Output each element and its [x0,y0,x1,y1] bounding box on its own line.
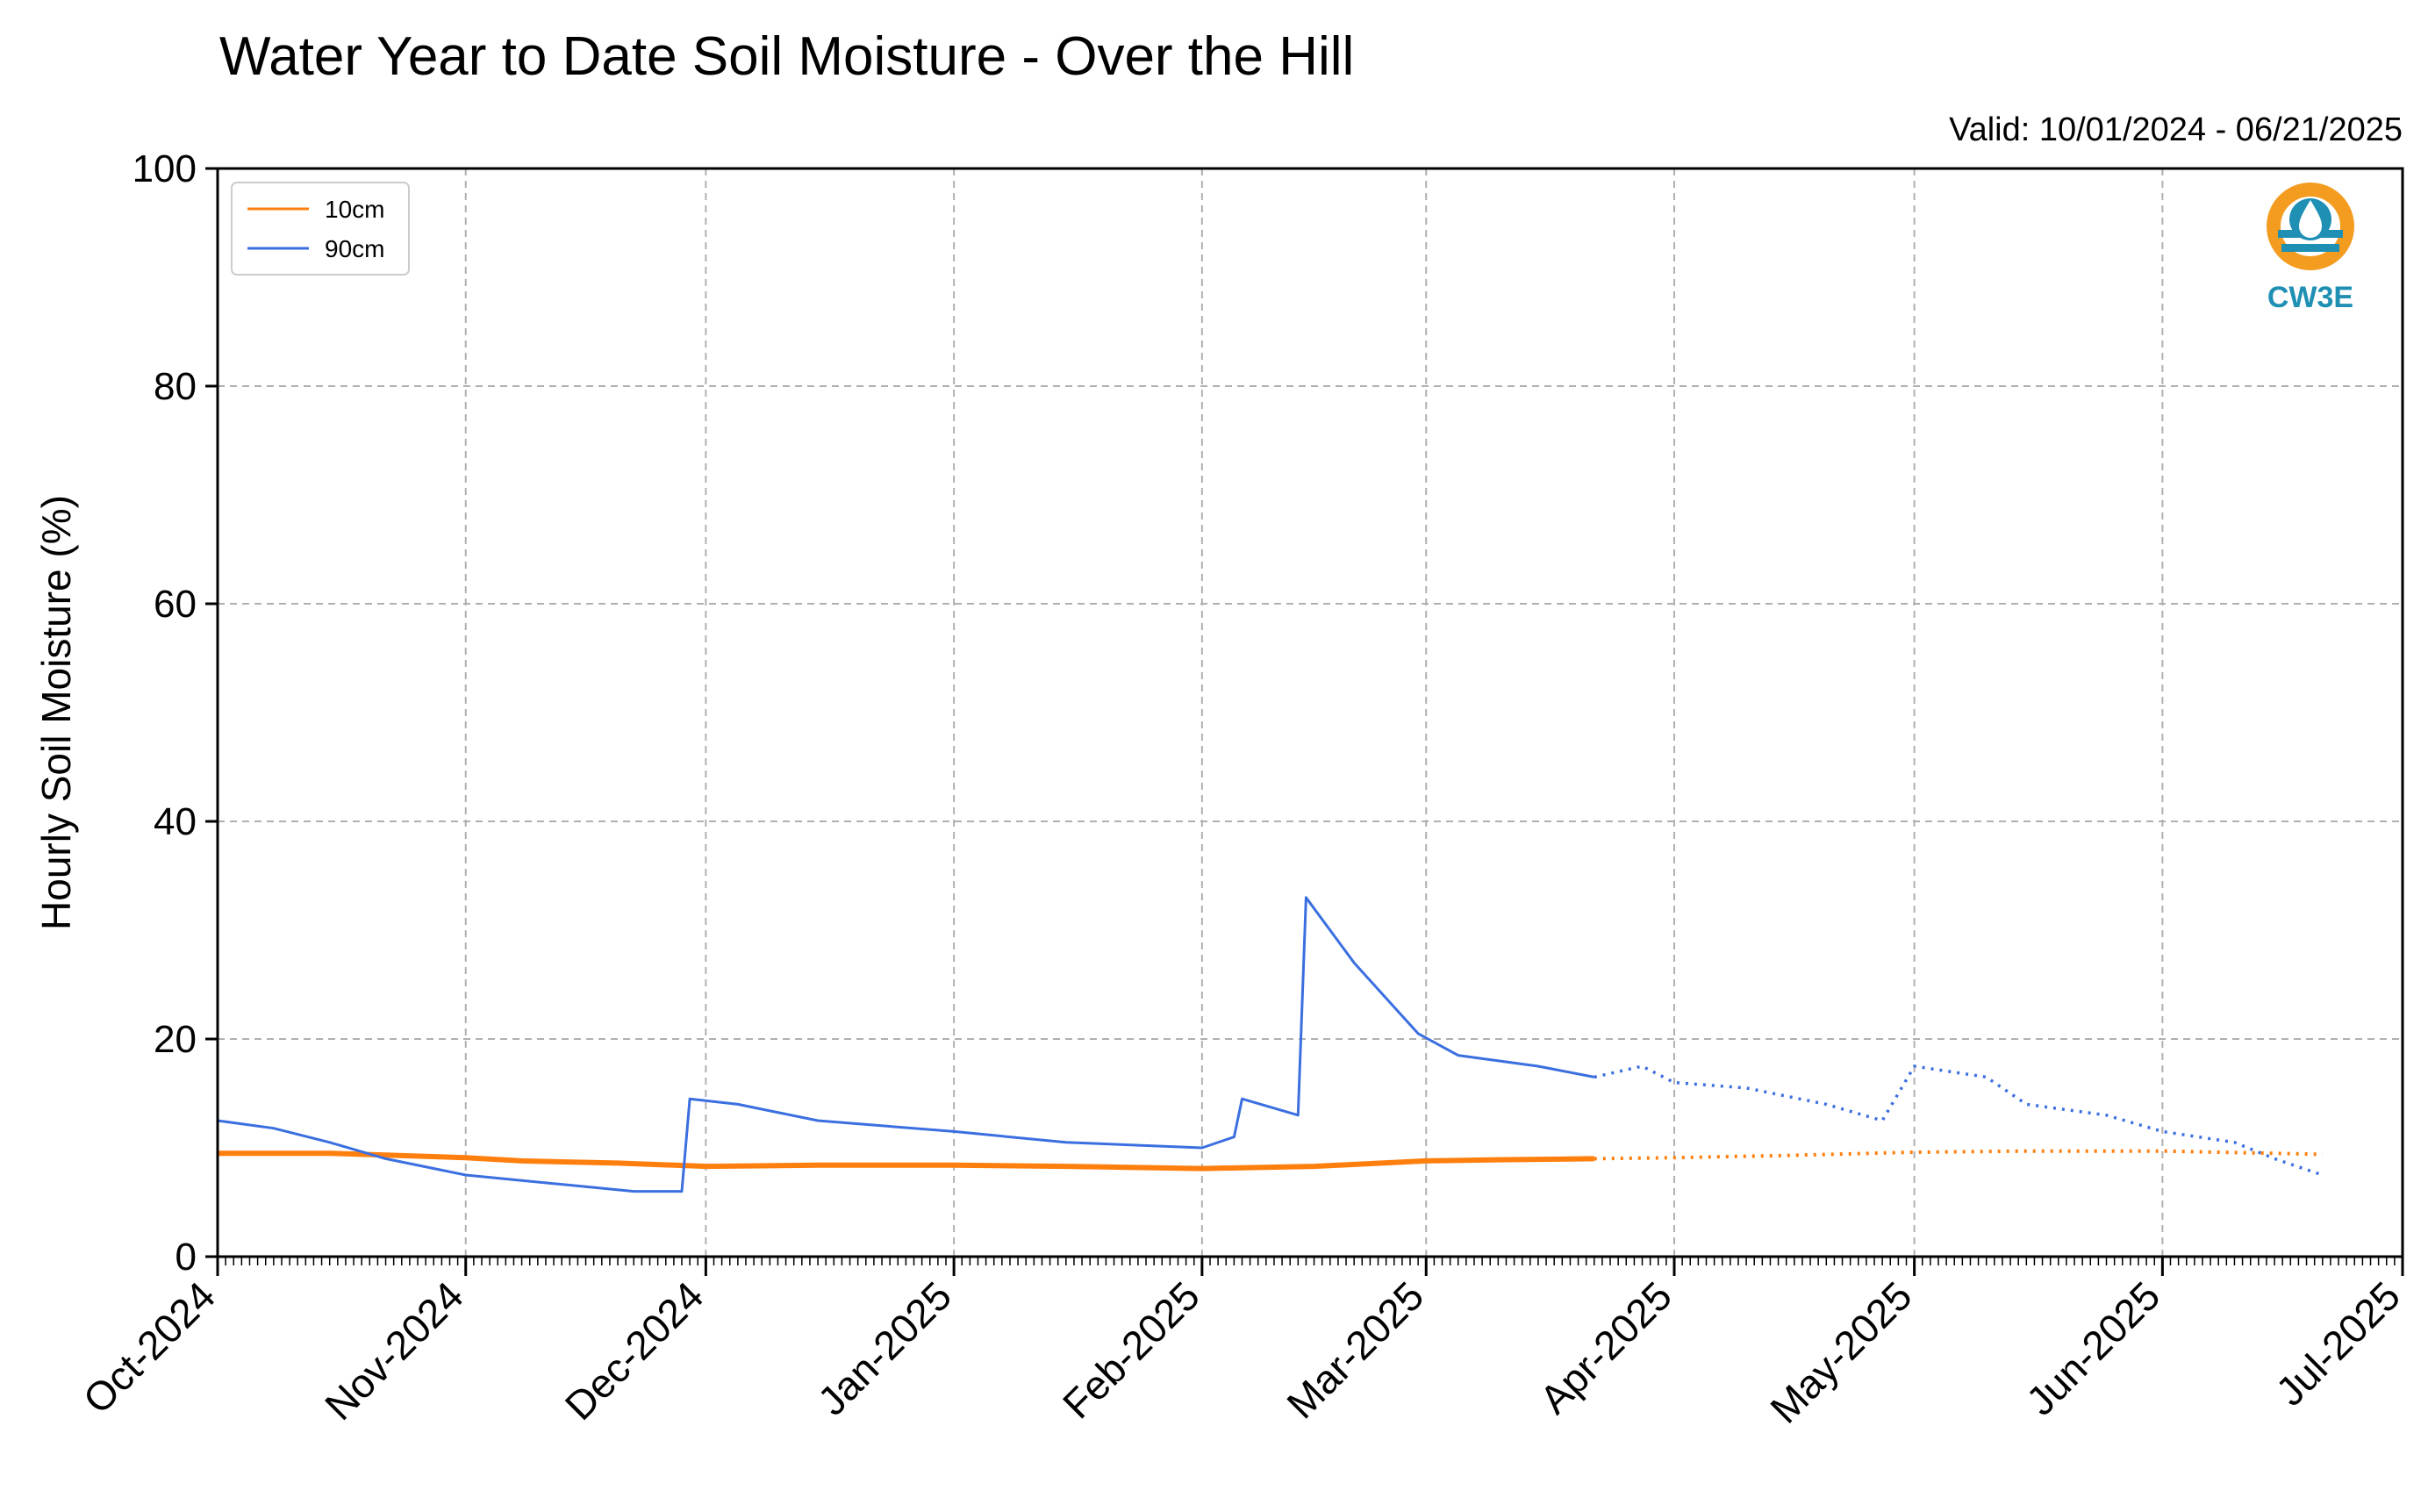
axes: 0 20 40 60 80 100 Oct-2024 Nov-2024 Dec-2024 Jan-… [75,147,2410,1432]
y-tick-label: 60 [154,583,197,626]
logo-text: CW3E [2267,281,2353,314]
legend-label-90cm: 90cm [325,235,384,262]
legend-label-10cm: 10cm [325,196,384,223]
legend-box [231,182,410,276]
y-axis-label: Hourly Soil Moisture (%) [33,495,79,930]
y-tick-label: 100 [133,147,197,190]
y-tick-label: 40 [154,800,197,843]
y-tick-label: 20 [154,1018,197,1061]
series-lines [217,896,2324,1193]
logo-wave-icon [2281,244,2339,252]
plot-frame [216,167,2404,1258]
series-line-10cm [218,1150,1594,1172]
y-tick-label: 80 [154,365,197,408]
y-tick-label: 0 [175,1236,197,1279]
grid-lines [218,168,2403,1257]
x-tick-label: Jul-2025 [2267,1272,2410,1415]
x-tick-label: Jun-2025 [2017,1272,2168,1423]
x-tick-label: Apr-2025 [1530,1272,1680,1422]
minor-x-ticks [217,1257,2403,1265]
series-line-10cm-sparse [1594,1149,2323,1161]
logo-ring-icon [2267,183,2354,270]
x-tick-label: Dec-2024 [556,1272,713,1429]
chart-title: Water Year to Date Soil Moisture - Over … [219,26,1354,87]
x-tick-label: Jan-2025 [809,1272,960,1423]
valid-date-range: Valid: 10/01/2024 - 06/21/2025 [1949,111,2403,148]
series-line-90cm-sparse [1594,1064,2324,1177]
series-line-90cm [217,896,1595,1193]
x-tick-label: May-2025 [1761,1272,1920,1431]
legend: 10cm 90cm [231,182,410,276]
logo-drop-icon [2299,200,2322,238]
x-tick-label: Nov-2024 [316,1272,472,1429]
x-tick-label: Feb-2025 [1054,1272,1208,1427]
cw3e-logo: CW3E [2267,183,2354,314]
x-tick-label: Oct-2024 [75,1272,225,1422]
x-tick-label: Mar-2025 [1278,1272,1432,1427]
